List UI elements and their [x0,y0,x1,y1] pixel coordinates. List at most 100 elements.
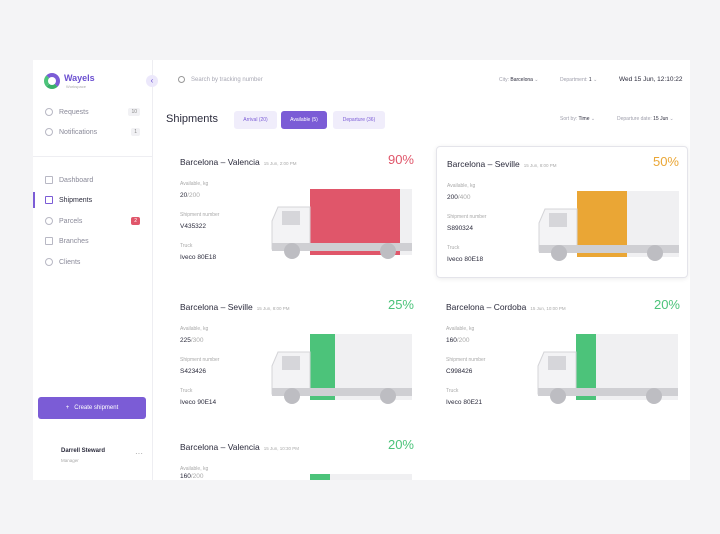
truck-illustration [271,189,412,259]
wheel [380,388,396,404]
city-select[interactable]: City: Barcelona ⌄ [499,77,539,83]
shipment-card[interactable]: Barcelona – Seville 15 Jun, 8:00 PM 25% A… [170,290,422,422]
more-icon[interactable]: ··· [135,449,143,458]
info-icon [45,108,53,116]
truck-label: Truck [180,243,193,249]
sidebar-item-clients[interactable]: Clients [45,258,140,266]
label: Parcels [59,217,83,225]
label: Notifications [59,128,98,136]
badge: 10 [128,108,140,116]
home-icon [45,176,53,184]
shipment-number: C998426 [446,368,473,375]
truck-model: Iveco 80E18 [180,254,217,261]
shipment-number: V435322 [180,223,207,230]
user-icon [45,258,53,266]
label: Department: [560,77,588,83]
chassis [538,388,678,396]
load-percent: 25% [387,297,414,312]
cab-window [548,356,566,370]
badge: 1 [131,128,140,136]
wheel [646,388,662,404]
sidebar-item-shipments[interactable]: Shipments [45,196,140,204]
available-label: Available, kg [446,326,475,332]
available-value: 160/200 [180,473,204,480]
used: 20 [180,192,188,199]
active-indicator [33,192,35,208]
value: 15 Jun [653,116,669,122]
truck-label: Truck [447,245,460,251]
truck-model: Iveco 90E14 [180,399,217,406]
available-label: Available, kg [180,181,209,187]
departure-time: 15 Jun, 8:00 PM [523,163,557,168]
sidebar-item-parcels[interactable]: Parcels 2 [45,217,140,225]
truck-label: Truck [446,388,459,394]
shipment-number-label: Shipment number [180,212,220,218]
load-percent: 90% [387,152,414,167]
total: /200 [456,337,470,344]
department-select[interactable]: Department: 1 ⌄ [560,77,598,83]
shipment-number-label: Shipment number [446,357,486,363]
shipment-card[interactable]: Barcelona – Valencia 15 Jun, 2:00 PM 90% … [170,145,422,277]
wheel [550,388,566,404]
shipment-number-label: Shipment number [180,357,220,363]
departure-time: 15 Jun, 8:00 PM [256,306,290,311]
sort-select[interactable]: Sort by: Time ⌄ [560,116,596,122]
load-percent: 20% [653,297,680,312]
box-icon [45,217,53,225]
wheel [284,243,300,259]
shipment-number: S890324 [447,225,474,232]
route-name: Barcelona – Seville [447,159,520,169]
route: Barcelona – Valencia 15 Jun, 2:00 PM [180,157,296,167]
value: Barcelona [510,77,533,83]
flag-icon [45,237,53,245]
total: /200 [190,473,204,480]
sidebar-item-requests[interactable]: Requests 10 [45,108,140,116]
total: /300 [190,337,204,344]
sidebar-item-dashboard[interactable]: Dashboard [45,176,140,184]
truck-illustration [310,474,412,480]
shipment-card[interactable]: Barcelona – Seville 15 Jun, 8:00 PM 50% A… [436,146,688,278]
label: Dashboard [59,176,94,184]
bell-icon [45,128,53,136]
label: Sort by: [560,116,578,122]
label: City: [499,77,509,83]
create-shipment-button[interactable]: + Create shipment [38,397,146,419]
truck-illustration [271,334,412,404]
search-input[interactable]: Search by tracking number [178,76,263,83]
label: Branches [59,237,89,245]
tab-arrival[interactable]: Arrival (20) [234,111,277,129]
available-value: 200/400 [447,194,471,201]
search-icon [178,76,185,83]
truck-model: Iveco 80E21 [446,399,483,406]
sidebar-item-notifications[interactable]: Notifications 1 [45,128,140,136]
available-label: Available, kg [447,183,476,189]
tab-available[interactable]: Available (5) [281,111,327,129]
tab-departure[interactable]: Departure (36) [333,111,385,129]
used: 200 [447,194,458,201]
value: Time [578,116,590,122]
route: Barcelona – Seville 15 Jun, 8:00 PM [447,159,557,169]
shipment-card[interactable]: Barcelona – Cordoba 15 Jun, 10:00 PM 20% … [436,290,688,422]
sidebar-item-branches[interactable]: Branches [45,237,140,245]
divider [33,156,153,157]
wheel [380,243,396,259]
route: Barcelona – Cordoba 15 Jun, 10:00 PM [446,302,566,312]
collapse-sidebar-button[interactable]: ‹ [146,75,158,87]
truck-model: Iveco 80E18 [447,256,484,263]
label: Shipments [59,196,93,204]
user-name: Darrell Steward [61,448,106,454]
available-label: Available, kg [180,326,209,332]
shipment-number-label: Shipment number [447,214,487,220]
plus-icon: + [65,405,70,411]
used: 225 [180,337,191,344]
wheel [647,245,663,261]
shipment-card[interactable]: Barcelona – Valencia 15 Jun, 10:30 PM 20%… [170,430,422,480]
departure-date-select[interactable]: Departure date: 15 Jun ⌄ [617,116,674,122]
cab-window [549,213,567,227]
label: Create shipment [74,405,119,411]
wheel [551,245,567,261]
label: Clients [59,258,81,266]
label: Requests [59,108,89,116]
total: /400 [457,194,471,201]
departure-time: 15 Jun, 2:00 PM [263,161,297,166]
